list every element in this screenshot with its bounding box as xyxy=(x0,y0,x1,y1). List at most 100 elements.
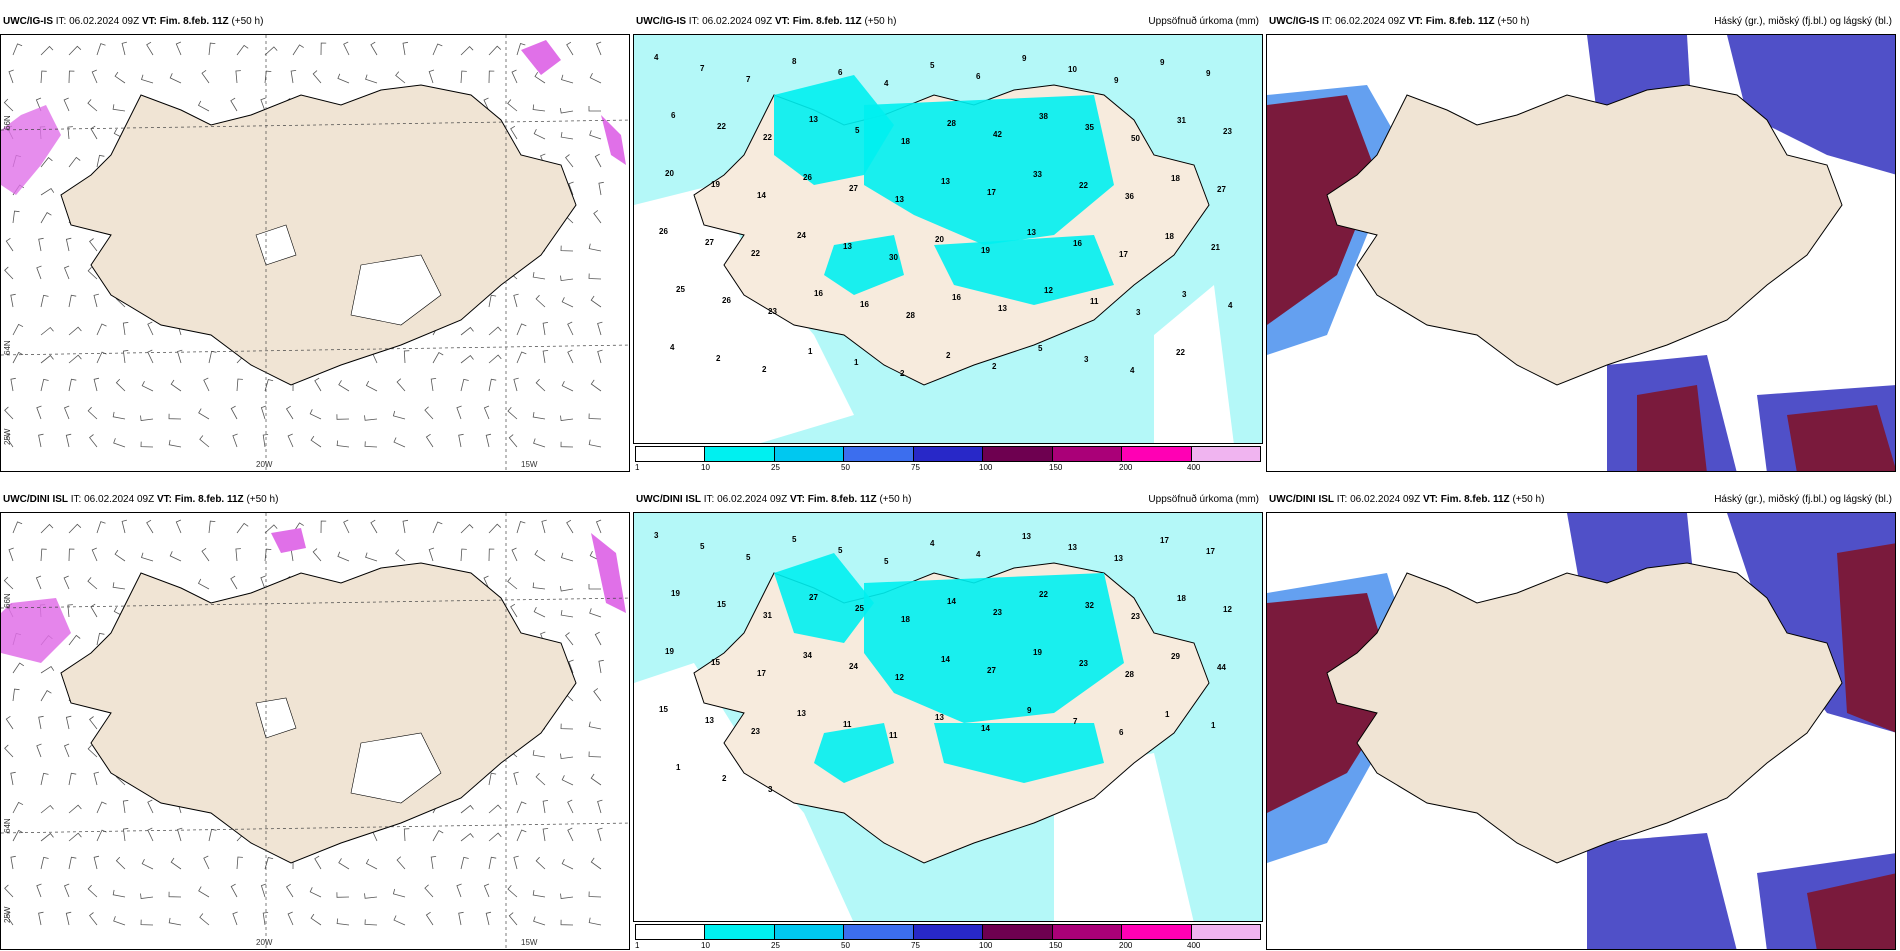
wind-barb xyxy=(176,349,183,364)
wind-barb xyxy=(559,108,574,114)
precip-value: 22 xyxy=(1176,348,1185,357)
legend-tick: 10 xyxy=(701,463,710,472)
precip-value: 31 xyxy=(763,611,772,620)
wind-barb xyxy=(516,829,527,842)
wind-barb xyxy=(598,659,604,674)
lat-label: 66N xyxy=(3,115,12,130)
wind-barb xyxy=(559,586,574,592)
wind-barb xyxy=(590,857,602,870)
wind-barb xyxy=(112,889,126,898)
wind-barb xyxy=(264,379,274,392)
wind-barb xyxy=(40,187,55,196)
legend-seg xyxy=(1122,925,1192,939)
legend-tick: 100 xyxy=(979,463,993,472)
wind-barb xyxy=(432,521,443,534)
precip-value: 2 xyxy=(762,365,767,374)
wind-barb xyxy=(12,662,25,674)
wind-barb xyxy=(567,349,574,364)
precip-map: 4 7 7 8 6 4 5 6 9 10 9 9 9 6 22 22 13 5 18 28 42 38 35 50 31 23 20… xyxy=(633,34,1263,444)
wind-barb xyxy=(338,380,350,392)
wind-barb xyxy=(93,855,100,870)
precip-legend: 1 10 25 50 75 100 150 200 400 xyxy=(633,922,1263,950)
valid-time: VT: Fim. 8.feb. 11Z xyxy=(141,16,229,27)
panel-header: UWC/DINI ISL IT: 06.02.2024 09Z VT: Fim.… xyxy=(0,488,630,512)
wind-map-svg xyxy=(1,513,629,949)
wind-barb xyxy=(264,46,278,56)
wind-barb xyxy=(12,521,23,534)
wind-barb xyxy=(485,911,492,926)
legend-seg xyxy=(1191,925,1260,939)
wind-barb xyxy=(430,378,437,392)
precip-value: 29 xyxy=(1171,652,1180,661)
wind-barb xyxy=(285,883,294,898)
wind-barb xyxy=(68,772,77,786)
wind-barb xyxy=(40,212,52,224)
wind-barb xyxy=(309,409,322,420)
wind-barb xyxy=(236,522,249,534)
dry-area xyxy=(634,185,854,443)
cloud-high xyxy=(1807,873,1895,949)
precip-value: 9 xyxy=(1114,76,1119,85)
wind-barb xyxy=(532,750,546,758)
legend-seg xyxy=(1052,447,1123,461)
wind-barb xyxy=(320,42,327,56)
wind-barb xyxy=(535,378,546,392)
wind-barb xyxy=(535,294,546,308)
wind-barb xyxy=(235,548,241,562)
model-name: UWC/IG-IS xyxy=(1269,16,1319,27)
precip-value: 13 xyxy=(941,177,950,186)
wind-barb xyxy=(488,772,497,786)
wind-barb xyxy=(63,743,70,758)
init-time: IT: 06.02.2024 09Z xyxy=(1336,494,1421,505)
precip-value: 22 xyxy=(751,249,760,258)
wind-barb xyxy=(590,379,602,392)
wind-barb xyxy=(560,610,574,618)
wind-barb xyxy=(230,97,238,112)
wind-barb xyxy=(5,237,14,252)
wind-barb xyxy=(510,125,518,140)
wind-barb xyxy=(147,827,154,842)
wind-barb xyxy=(260,575,266,590)
wind-barb xyxy=(68,326,82,336)
wind-barb xyxy=(425,911,434,926)
wind-barb xyxy=(140,552,154,562)
wind-barb xyxy=(40,294,49,308)
wind-barb xyxy=(395,71,406,84)
wind-barb xyxy=(4,744,14,758)
precip-value: 23 xyxy=(1131,612,1140,621)
precip-value: 13 xyxy=(895,195,904,204)
wind-barb xyxy=(40,326,54,336)
lon-label: 15W xyxy=(521,938,538,947)
legend-seg xyxy=(1191,447,1260,461)
wind-barb xyxy=(287,911,294,926)
wind-barb xyxy=(68,856,77,870)
wind-barb xyxy=(597,349,603,364)
wind-barb xyxy=(532,272,546,280)
glacier xyxy=(255,697,297,739)
wind-barb xyxy=(140,415,154,421)
wind-barb xyxy=(561,859,574,870)
wind-barb xyxy=(565,632,574,646)
wind-barb xyxy=(488,378,497,392)
cloud-map xyxy=(1266,34,1896,472)
wind-barb xyxy=(392,410,406,420)
wind-barb xyxy=(203,855,210,870)
wind-barb xyxy=(425,433,434,448)
wind-barb xyxy=(424,884,434,898)
wind-barb xyxy=(364,441,378,448)
wind-barb xyxy=(236,856,243,870)
legend-tick: 200 xyxy=(1119,941,1133,950)
precip-value: 35 xyxy=(1085,123,1094,132)
wind-barb xyxy=(395,549,406,562)
precip-value: 15 xyxy=(659,705,668,714)
wind-barb xyxy=(12,688,20,702)
precip-value: 9 xyxy=(1022,54,1027,63)
legend-seg xyxy=(844,447,914,461)
precip-value: 28 xyxy=(906,311,915,320)
wind-barb xyxy=(35,575,42,590)
wind-barb xyxy=(310,913,322,926)
legend-tick: 150 xyxy=(1049,941,1063,950)
wind-barb xyxy=(312,70,322,84)
wind-barb xyxy=(535,856,546,870)
wind-barb xyxy=(122,322,129,336)
